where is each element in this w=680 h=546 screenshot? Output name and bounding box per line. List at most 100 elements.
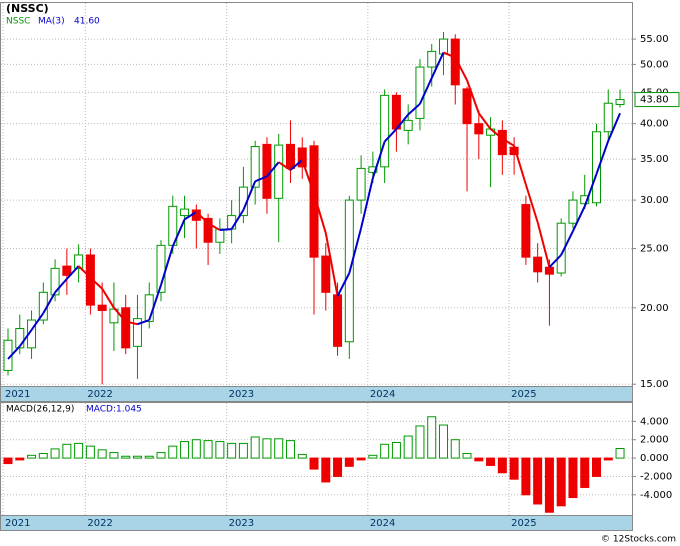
macd-bar bbox=[391, 441, 401, 459]
x-tick-label: 2024 bbox=[370, 389, 395, 400]
ma-line bbox=[348, 227, 363, 274]
ma-line bbox=[301, 159, 315, 195]
ma-line bbox=[278, 161, 292, 171]
candle-body bbox=[203, 217, 213, 243]
ma-line bbox=[125, 320, 138, 326]
ma-line bbox=[560, 230, 574, 256]
ma-line bbox=[184, 211, 197, 221]
ma-line bbox=[477, 112, 492, 130]
macd-bar bbox=[238, 442, 248, 459]
ma-line bbox=[148, 284, 162, 321]
x-tick-label: 2023 bbox=[229, 389, 254, 400]
candle-body bbox=[427, 50, 437, 68]
macd-bar bbox=[15, 457, 25, 461]
macd-bar bbox=[262, 438, 272, 459]
y-tick-label: 30.00 bbox=[640, 195, 669, 206]
macd-bar bbox=[309, 457, 319, 470]
ma-line bbox=[66, 265, 80, 280]
y-tick-label: 15.00 bbox=[640, 379, 669, 390]
macd-bar bbox=[438, 424, 448, 459]
ma-line bbox=[18, 329, 33, 347]
price-tag-label: 43.80 bbox=[640, 95, 669, 106]
chart-title: (NSSC) bbox=[6, 2, 49, 15]
macd-bar bbox=[180, 441, 190, 459]
ma-line bbox=[30, 312, 45, 331]
y-tick-label: 4.000 bbox=[640, 416, 669, 427]
candle-body bbox=[438, 38, 448, 55]
y-tick-label: 35.00 bbox=[640, 154, 669, 165]
candle-body bbox=[309, 145, 319, 258]
ma-line bbox=[113, 307, 127, 323]
ma-line bbox=[324, 232, 339, 297]
candle-body bbox=[180, 208, 190, 217]
macd-bar bbox=[415, 425, 425, 459]
ma-line bbox=[524, 184, 539, 223]
y-tick-label: 20.00 bbox=[640, 303, 669, 314]
macd-bar bbox=[450, 439, 460, 459]
candle-body bbox=[615, 99, 625, 105]
ma-line bbox=[289, 159, 303, 171]
candle-body bbox=[474, 123, 484, 135]
x-tick-label: 2022 bbox=[87, 389, 112, 400]
macd-bar bbox=[203, 440, 213, 459]
ma-line bbox=[443, 51, 456, 59]
macd-bar bbox=[556, 457, 566, 507]
ma-line bbox=[501, 137, 515, 147]
ma-line bbox=[454, 57, 468, 81]
ma-line bbox=[207, 222, 221, 231]
candle-body bbox=[356, 167, 366, 201]
candle-body bbox=[497, 129, 507, 156]
macd-bar bbox=[274, 438, 284, 459]
macd-bar bbox=[215, 441, 225, 459]
ma-line bbox=[583, 173, 598, 207]
macd-bar bbox=[462, 452, 472, 459]
ma-line bbox=[548, 254, 562, 268]
macd-bar bbox=[191, 439, 201, 459]
macd-bar bbox=[603, 457, 613, 461]
ma-line bbox=[395, 113, 409, 130]
candle-body bbox=[121, 307, 131, 349]
legend-ma: MA(3) bbox=[38, 17, 65, 27]
candle-body bbox=[297, 147, 307, 168]
ma-line bbox=[607, 112, 621, 142]
ma-line bbox=[54, 278, 68, 293]
ma-line bbox=[219, 228, 232, 232]
macd-bar bbox=[156, 452, 166, 459]
ma-line bbox=[595, 140, 610, 175]
macd-bar bbox=[250, 436, 260, 459]
macd-bar bbox=[533, 457, 543, 505]
candle-body bbox=[415, 66, 425, 119]
macd-bar bbox=[321, 457, 331, 483]
candle-body bbox=[285, 143, 295, 169]
macd-bar bbox=[380, 443, 390, 459]
ma-line bbox=[242, 180, 257, 211]
macd-bar bbox=[497, 457, 507, 474]
x-tick-label: 2024 bbox=[370, 518, 395, 529]
candle-body bbox=[544, 266, 554, 275]
macd-bar bbox=[356, 457, 366, 461]
macd-bar bbox=[168, 445, 178, 459]
macd-bar bbox=[580, 457, 590, 488]
macd-bar bbox=[568, 457, 578, 499]
candle-body bbox=[321, 255, 331, 293]
ma-line bbox=[489, 128, 503, 140]
ma-line bbox=[336, 272, 351, 297]
macd-bar bbox=[592, 457, 601, 477]
candle-body bbox=[333, 294, 343, 347]
x-tick-label: 2025 bbox=[511, 389, 536, 400]
candle-body bbox=[132, 318, 142, 347]
macd-bar bbox=[3, 457, 13, 465]
candle-body bbox=[391, 94, 401, 130]
x-tick-label: 2021 bbox=[5, 389, 30, 400]
candle-body bbox=[15, 328, 25, 349]
candle-body bbox=[380, 94, 390, 168]
ma-line bbox=[313, 193, 327, 234]
ma-line bbox=[160, 246, 174, 286]
candle-body bbox=[250, 146, 260, 188]
ma-line bbox=[430, 52, 445, 79]
macd-bar bbox=[544, 457, 554, 513]
y-tick-label: 0.000 bbox=[640, 453, 669, 464]
candle-body bbox=[227, 215, 237, 230]
ma-line bbox=[101, 288, 115, 309]
ma-line bbox=[572, 205, 586, 232]
